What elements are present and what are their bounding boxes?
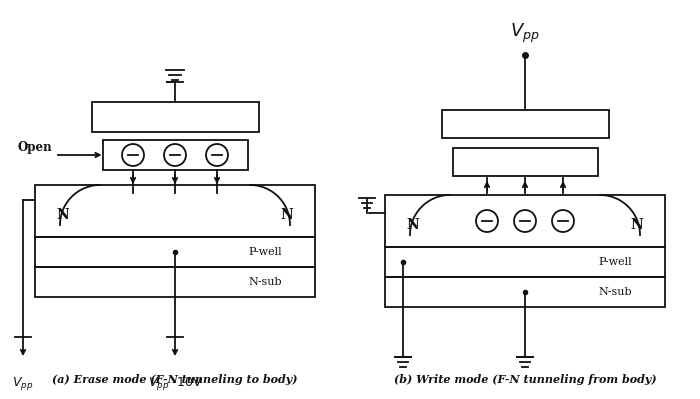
Text: (a) Erase mode (F-N tunneling to body): (a) Erase mode (F-N tunneling to body) — [52, 374, 298, 385]
Text: $V_{pp}$ -10V: $V_{pp}$ -10V — [148, 375, 202, 392]
Bar — [442, 110, 608, 138]
Bar — [35, 237, 315, 267]
Text: $V_{pp}$: $V_{pp}$ — [510, 22, 540, 45]
Bar — [92, 102, 258, 132]
Bar — [452, 148, 598, 176]
Text: (b) Write mode (F-N tunneling from body): (b) Write mode (F-N tunneling from body) — [393, 374, 657, 385]
Text: Open: Open — [18, 142, 52, 154]
Text: N: N — [281, 208, 293, 222]
Bar — [35, 267, 315, 297]
Text: N-sub: N-sub — [598, 287, 632, 297]
Text: N-sub: N-sub — [248, 277, 282, 287]
Text: $V_{pp}$: $V_{pp}$ — [13, 375, 34, 392]
Bar — [385, 195, 665, 247]
Bar — [102, 140, 248, 170]
Text: N: N — [407, 218, 419, 232]
Text: P-well: P-well — [248, 247, 282, 257]
Bar — [385, 247, 665, 277]
Bar — [385, 277, 665, 307]
Text: N: N — [631, 218, 643, 232]
Bar — [35, 185, 315, 237]
Text: P-well: P-well — [598, 257, 632, 267]
Text: N: N — [57, 208, 69, 222]
